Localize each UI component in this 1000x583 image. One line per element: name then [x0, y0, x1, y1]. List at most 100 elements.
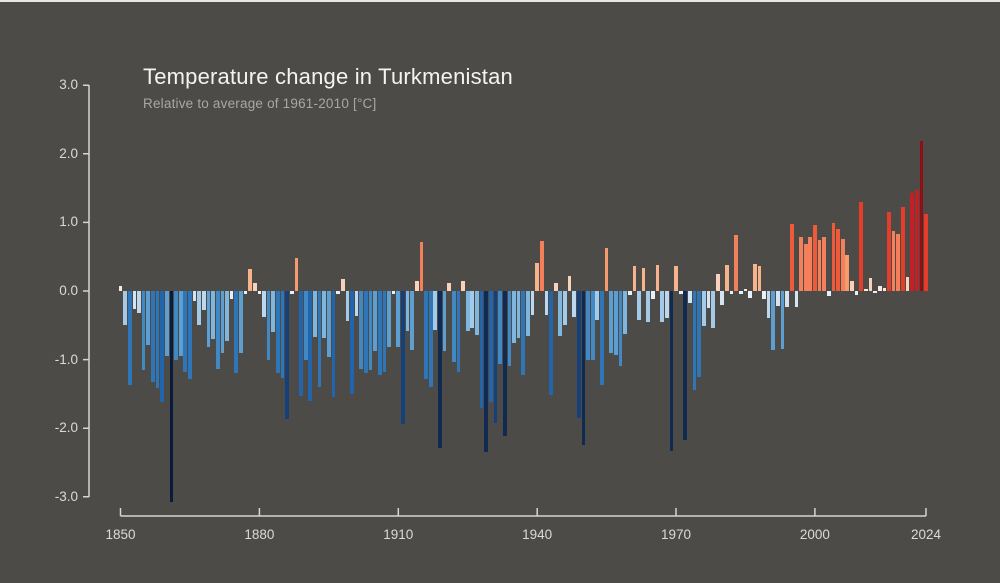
bar-2011: [864, 288, 868, 291]
bar-1895: [326, 291, 331, 357]
bar-1944: [553, 283, 558, 291]
bar-1967: [660, 291, 664, 322]
bar-1924: [461, 280, 465, 291]
bar-1932: [498, 291, 502, 364]
bar-1982: [729, 291, 734, 294]
bar-1922: [451, 291, 456, 362]
bar-1905: [373, 291, 377, 352]
bar-1865: [188, 291, 192, 379]
bar-1966: [655, 264, 660, 291]
x-tick-label-1850: 1850: [105, 527, 136, 542]
bar-2012: [868, 277, 873, 291]
bar-1903: [364, 291, 368, 374]
bar-1956: [609, 291, 614, 354]
bar-1875: [234, 291, 239, 374]
y-tick-label--2.0: -2.0: [54, 420, 78, 436]
bar-1878: [248, 269, 252, 291]
bar-2003: [826, 291, 831, 297]
bar-1970: [674, 265, 678, 291]
bar-1995: [789, 223, 794, 291]
bar-1969: [669, 291, 674, 451]
bar-1999: [808, 236, 813, 291]
bar-1852: [127, 291, 132, 385]
window-top-border: [0, 0, 1000, 2]
bar-1938: [526, 291, 530, 337]
bar-1914: [414, 280, 419, 291]
bar-1937: [521, 291, 526, 376]
bar-1926: [470, 291, 475, 329]
bar-1863: [178, 291, 183, 357]
bar-1991: [771, 291, 776, 350]
bar-1965: [651, 291, 655, 300]
bar-1958: [618, 291, 623, 367]
y-tick-label-1.0: 1.0: [59, 214, 78, 230]
bar-1939: [530, 291, 535, 315]
bar-1850: [118, 286, 123, 291]
bar-2007: [845, 254, 850, 291]
chart-title: Temperature change in Turkmenistan: [143, 64, 513, 89]
y-tick-label-0.0: 0.0: [59, 283, 78, 298]
bar-1986: [748, 291, 752, 298]
bar-2023: [919, 141, 924, 291]
bar-1912: [405, 291, 410, 332]
bar-1876: [239, 291, 243, 353]
bar-1906: [377, 291, 382, 376]
bar-1853: [132, 291, 137, 309]
bar-1918: [433, 291, 438, 331]
bar-1942: [544, 291, 549, 315]
bar-1959: [623, 291, 627, 335]
bar-1882: [266, 291, 271, 360]
x-tick-label-2024: 2024: [911, 527, 942, 542]
bar-1899: [345, 291, 350, 322]
bar-1962: [637, 291, 641, 320]
bar-1900: [350, 291, 354, 394]
bar-1951: [586, 291, 590, 360]
bar-2019: [901, 206, 905, 291]
bar-1996: [794, 291, 799, 307]
bar-2008: [850, 281, 854, 291]
bar-1861: [169, 291, 174, 502]
bar-1974: [692, 291, 697, 391]
bar-1896: [331, 291, 336, 398]
bar-1927: [475, 291, 479, 335]
bar-1913: [410, 291, 414, 350]
bar-2015: [882, 287, 887, 291]
x-tick-label-2000: 2000: [799, 527, 830, 542]
bar-2009: [854, 291, 859, 296]
bar-1949: [576, 291, 581, 418]
bar-1859: [160, 291, 164, 403]
bar-2014: [877, 285, 882, 291]
bar-1870: [211, 291, 215, 340]
y-tick-label-2.0: 2.0: [59, 145, 78, 161]
bar-1904: [368, 291, 373, 370]
bar-1935: [512, 291, 516, 344]
bar-1928: [479, 291, 484, 408]
bar-1976: [701, 291, 706, 326]
bar-1909: [391, 291, 396, 294]
y-tick-label--1.0: -1.0: [54, 351, 78, 367]
bar-1977: [706, 291, 711, 309]
bar-2001: [817, 240, 822, 291]
bar-1866: [192, 291, 197, 302]
bar-2000: [813, 225, 817, 291]
bar-1955: [604, 248, 609, 291]
bar-2020: [905, 277, 910, 291]
bar-1930: [489, 291, 493, 403]
y-tick-label--3.0: -3.0: [54, 488, 78, 504]
bar-1908: [387, 291, 391, 347]
bar-1983: [734, 235, 739, 291]
bar-1936: [516, 291, 521, 339]
bar-1961: [632, 265, 637, 291]
bar-2022: [914, 190, 919, 291]
bar-1963: [641, 268, 646, 291]
y-axis: [83, 84, 90, 498]
bar-2024: [924, 214, 928, 291]
bar-1874: [229, 291, 234, 300]
bar-2017: [891, 231, 896, 291]
bar-1943: [549, 291, 553, 395]
x-tick-label-1940: 1940: [522, 527, 553, 542]
x-tick-label-1910: 1910: [383, 527, 414, 542]
bar-1981: [725, 264, 729, 291]
bar-1898: [340, 278, 345, 291]
